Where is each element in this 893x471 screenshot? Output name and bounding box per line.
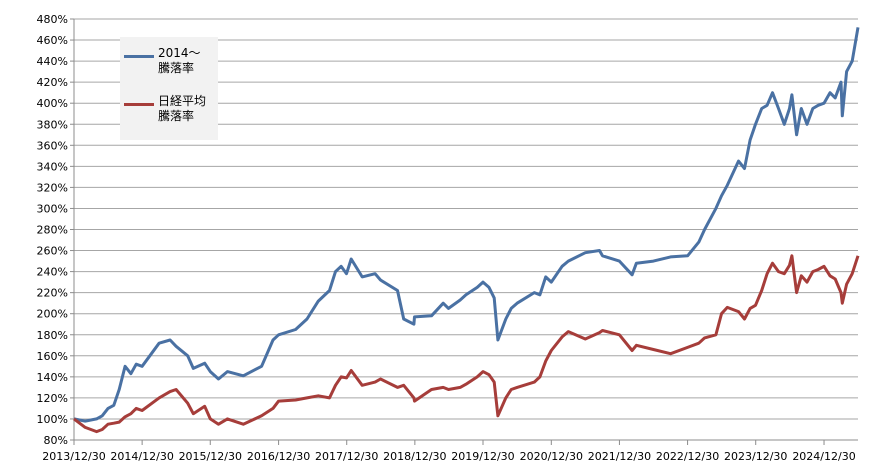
- y-tick-label: 480%: [37, 13, 68, 26]
- y-tick-label: 200%: [37, 308, 68, 321]
- series-lines: [73, 27, 860, 434]
- series-line-1: [73, 27, 860, 423]
- y-tick-label: 220%: [37, 287, 68, 300]
- y-tick-label: 400%: [37, 97, 68, 110]
- x-axis-ticks: 2013/12/30 2014/12/30 2015/12/30 2016/12/30…: [42, 440, 856, 463]
- y-axis-ticks: 80% 100% 120% 140% 160% 180% 200% 220% 240% 260% 2…: [37, 13, 74, 447]
- x-tick-label: 2018/12/30: [383, 450, 446, 463]
- x-tick-label: 2022/12/30: [656, 450, 719, 463]
- y-tick-label: 340%: [37, 160, 68, 173]
- y-tick-label: 280%: [37, 224, 68, 237]
- x-tick-label: 2016/12/30: [247, 450, 310, 463]
- x-tick-label: 2019/12/30: [451, 450, 514, 463]
- x-tick-label: 2017/12/30: [315, 450, 378, 463]
- x-tick-label: 2013/12/30: [42, 450, 105, 463]
- y-tick-label: 360%: [37, 139, 68, 152]
- legend-label-series-2: 日経平均 騰落率: [158, 94, 207, 123]
- y-tick-label: 320%: [37, 181, 68, 194]
- y-tick-label: 120%: [37, 392, 68, 405]
- x-tick-label: 2024/12/30: [792, 450, 855, 463]
- legend-swatch-series-2: [124, 103, 154, 106]
- series-line-2: [73, 254, 860, 434]
- y-tick-label: 240%: [37, 266, 68, 279]
- y-tick-label: 380%: [37, 118, 68, 131]
- y-tick-label: 180%: [37, 329, 68, 342]
- x-tick-label: 2023/12/30: [724, 450, 787, 463]
- x-tick-label: 2021/12/30: [588, 450, 651, 463]
- y-tick-label: 460%: [37, 34, 68, 47]
- x-tick-label: 2020/12/30: [520, 450, 583, 463]
- legend-label-series-1: 2014～ 騰落率: [158, 46, 201, 75]
- y-tick-label: 440%: [37, 55, 68, 68]
- y-tick-label: 140%: [37, 371, 68, 384]
- y-tick-label: 100%: [37, 413, 68, 426]
- legend: 2014～ 騰落率 日経平均 騰落率: [120, 37, 218, 140]
- y-tick-label: 300%: [37, 202, 68, 215]
- x-tick-label: 2014/12/30: [110, 450, 173, 463]
- legend-item-series-1: 2014～ 騰落率: [124, 46, 201, 76]
- y-tick-label: 420%: [37, 76, 68, 89]
- legend-swatch-series-1: [124, 55, 154, 58]
- y-tick-label: 160%: [37, 350, 68, 363]
- legend-item-series-2: 日経平均 騰落率: [124, 94, 206, 124]
- y-tick-label: 260%: [37, 245, 68, 258]
- x-tick-label: 2015/12/30: [179, 450, 242, 463]
- y-tick-label: 80%: [44, 434, 68, 447]
